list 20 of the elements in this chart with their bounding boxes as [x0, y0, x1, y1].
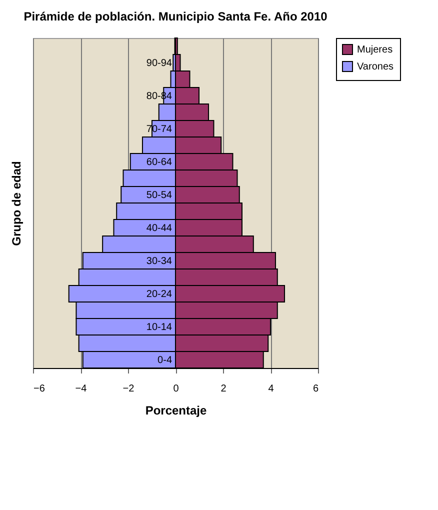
y-tick-label: 90-94	[146, 58, 172, 69]
chart-title: Pirámide de población. Municipio Santa Fe. Año 2010	[24, 10, 328, 24]
y-tick-label: 10-14	[146, 322, 172, 333]
x-tick-label: −4	[75, 384, 88, 394]
y-tick-label: 50-54	[146, 190, 172, 201]
x-tick-label: 4	[268, 384, 274, 394]
legend-label: Mujeres	[357, 44, 393, 56]
y-tick-label: 0-4	[158, 354, 172, 366]
x-tick-label: −2	[122, 384, 135, 394]
legend-label: Varones	[357, 62, 394, 72]
x-tick-label: 6	[312, 384, 319, 394]
y-tick-label: 40-44	[146, 222, 172, 234]
y-tick-label: 20-24	[146, 288, 172, 300]
x-tick-label: −6	[34, 384, 46, 394]
y-axis-title: Grupo de edad	[10, 161, 24, 246]
x-axis-title: Porcentaje	[145, 404, 208, 418]
x-tick-label: 0	[173, 384, 180, 394]
x-tick-label: 2	[220, 384, 227, 394]
y-tick-label: 30-34	[146, 256, 172, 267]
y-tick-label: 60-64	[146, 156, 172, 168]
